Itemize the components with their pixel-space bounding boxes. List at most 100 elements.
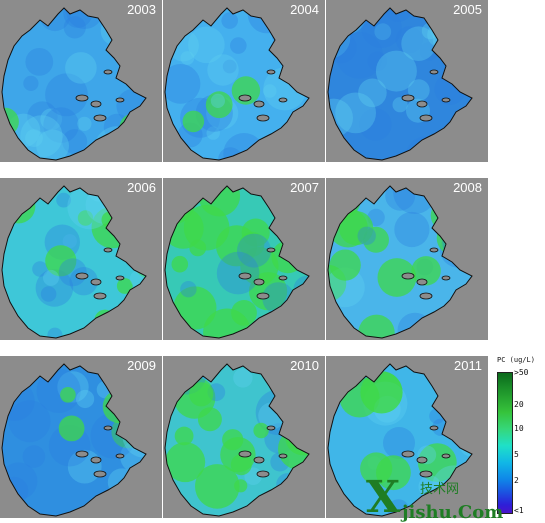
- bloom-patch: [376, 455, 411, 491]
- legend-tick-20: 20: [514, 400, 524, 409]
- water-patch: [117, 208, 131, 223]
- water-patch: [180, 281, 197, 298]
- bloom-patch: [60, 387, 76, 403]
- bloom-patch: [303, 499, 309, 516]
- map-panel-2005: 2005: [326, 0, 488, 162]
- water-patch: [385, 186, 416, 211]
- legend-tick-5: 5: [514, 450, 519, 459]
- bloom-patch: [189, 382, 214, 407]
- year-label: 2005: [453, 2, 482, 17]
- water-patch: [32, 261, 48, 277]
- bloom-patch: [205, 91, 233, 119]
- water-patch: [5, 8, 28, 31]
- water-patch: [139, 476, 146, 490]
- water-patch: [429, 12, 460, 43]
- water-patch: [23, 75, 39, 91]
- water-patch: [375, 50, 417, 92]
- bloom-patch: [203, 308, 251, 338]
- lake-outline: [164, 7, 310, 161]
- island-4: [419, 114, 433, 122]
- island-4: [419, 470, 433, 478]
- water-patch: [336, 31, 383, 79]
- legend-tick-10: 10: [514, 424, 524, 433]
- island-1: [75, 94, 89, 102]
- bloom-patch: [58, 415, 85, 442]
- bloom-patch: [230, 454, 252, 476]
- water-patch: [394, 211, 430, 248]
- year-label: 2007: [290, 180, 319, 195]
- water-patch: [43, 107, 79, 143]
- island-5: [278, 453, 288, 459]
- water-patch: [20, 115, 63, 158]
- water-patch: [180, 51, 195, 65]
- water-patch: [392, 97, 408, 113]
- water-patch: [216, 251, 260, 295]
- water-patch: [374, 23, 392, 41]
- island-3: [103, 247, 113, 253]
- water-patch: [210, 93, 225, 108]
- island-1: [238, 272, 252, 280]
- island-4: [256, 292, 270, 300]
- water-patch: [439, 230, 472, 268]
- island-2: [90, 100, 102, 108]
- water-patch: [43, 269, 59, 286]
- water-patch: [395, 26, 423, 54]
- water-patch: [263, 84, 277, 98]
- lake-map-2008: [327, 185, 473, 339]
- island-1: [75, 272, 89, 280]
- island-5: [441, 453, 451, 459]
- bloom-patch: [328, 376, 341, 395]
- bloom-patch: [285, 419, 309, 456]
- island-3: [429, 247, 439, 253]
- water-patch: [359, 108, 392, 141]
- bloom-patch: [328, 186, 346, 202]
- bloom-patch: [182, 110, 205, 133]
- legend-tick-2: 2: [514, 476, 519, 485]
- island-3: [266, 425, 276, 431]
- island-1: [401, 450, 415, 458]
- legend-title: PC (ug/L): [497, 356, 535, 364]
- island-3: [103, 69, 113, 75]
- island-1: [75, 450, 89, 458]
- water-patch: [45, 73, 88, 117]
- water-patch: [65, 52, 97, 84]
- lake-map-2007: [164, 185, 310, 339]
- water-patch: [22, 445, 46, 468]
- map-panel-2006: 2006: [0, 178, 162, 340]
- water-patch: [357, 226, 376, 245]
- water-patch: [35, 269, 74, 307]
- water-patch: [188, 26, 225, 64]
- island-4: [93, 114, 107, 122]
- water-patch: [11, 364, 42, 382]
- water-patch: [165, 64, 201, 104]
- water-patch: [221, 12, 238, 29]
- watermark-domain: jishu.Com: [402, 502, 504, 523]
- water-patch: [437, 14, 469, 46]
- island-4: [93, 470, 107, 478]
- bloom-patch: [116, 278, 133, 294]
- water-patch: [206, 126, 220, 140]
- water-patch: [77, 116, 92, 131]
- legend-tick-50: >50: [514, 368, 529, 377]
- bloom-patch: [77, 210, 94, 226]
- water-patch: [25, 129, 43, 148]
- year-label: 2009: [127, 358, 156, 373]
- bloom-patch: [274, 186, 287, 196]
- island-5: [278, 97, 288, 103]
- water-patch: [345, 364, 364, 369]
- bloom-patch: [197, 407, 222, 432]
- water-patch: [367, 51, 388, 72]
- lake-map-2006: [1, 185, 147, 339]
- water-patch: [62, 129, 88, 155]
- year-label: 2006: [127, 180, 156, 195]
- lake-outline: [327, 7, 473, 161]
- map-panel-2011: 2011: [326, 356, 488, 518]
- water-patch: [443, 192, 472, 225]
- bloom-patch: [183, 204, 230, 251]
- water-patch: [233, 368, 253, 388]
- lake-outline: [327, 185, 473, 339]
- bloom-patch: [294, 209, 309, 237]
- water-patch: [58, 258, 87, 287]
- bloom-patch: [173, 286, 217, 330]
- bloom-patch: [430, 199, 463, 232]
